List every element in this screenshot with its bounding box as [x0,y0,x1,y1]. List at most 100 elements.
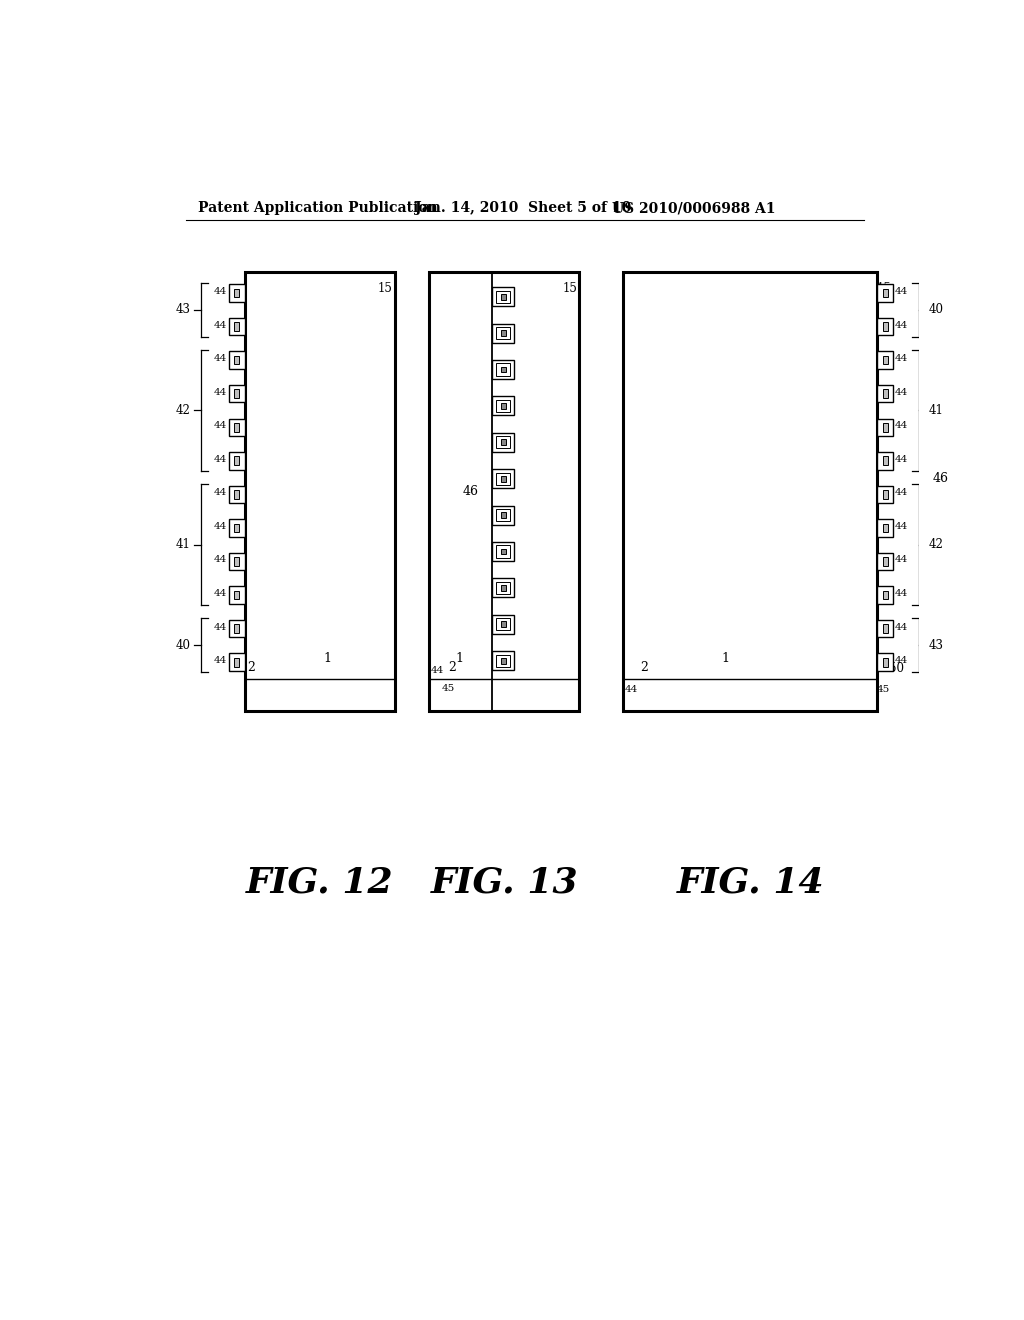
Bar [497,290,510,302]
Text: 44: 44 [895,521,908,531]
Bar [229,620,245,638]
Text: 41: 41 [176,539,190,552]
Text: 44: 44 [214,455,226,463]
Bar [234,322,240,331]
Text: 44: 44 [895,556,908,565]
Text: 44: 44 [214,589,226,598]
Text: 45: 45 [877,685,890,694]
Bar [883,590,888,599]
Bar [493,543,514,561]
Text: 44: 44 [895,321,908,330]
Bar [501,549,506,554]
Text: Patent Application Publication: Patent Application Publication [199,202,438,215]
Text: 44: 44 [214,321,226,330]
Bar [501,294,506,300]
Text: 1: 1 [456,652,463,665]
Text: 1: 1 [721,652,729,665]
Text: FIG. 13: FIG. 13 [430,865,579,899]
Bar [878,620,893,638]
Text: 43: 43 [176,304,190,317]
Bar [497,582,510,594]
Bar [878,418,893,436]
Bar [497,618,510,631]
Text: 44: 44 [895,589,908,598]
Text: 44: 44 [214,623,226,631]
Text: 44: 44 [214,656,226,665]
Bar [229,553,245,570]
Text: 44: 44 [895,455,908,463]
Bar [497,510,510,521]
Bar [493,288,514,306]
Text: 15: 15 [378,281,392,294]
Text: 41: 41 [929,404,944,417]
Bar [878,586,893,603]
Bar [493,360,514,379]
Text: US 2010/0006988 A1: US 2010/0006988 A1 [611,202,775,215]
Text: 40: 40 [929,304,944,317]
Bar [493,396,514,416]
Bar [883,490,888,499]
Bar [234,657,240,667]
Text: 2: 2 [247,660,255,673]
Bar [234,590,240,599]
Bar [229,318,245,335]
Bar [878,519,893,537]
Text: 44: 44 [430,667,443,675]
Text: 46: 46 [463,486,478,499]
Bar [501,585,506,591]
Text: 44: 44 [214,286,226,296]
Bar [245,272,394,711]
Text: 44: 44 [625,685,638,694]
Text: 44: 44 [895,421,908,430]
Bar [229,586,245,603]
Bar [229,486,245,503]
Text: 1: 1 [324,652,331,665]
Bar [229,385,245,403]
Text: 44: 44 [895,623,908,631]
Bar [229,653,245,671]
Bar [229,519,245,537]
Bar [883,289,888,297]
Text: 46: 46 [932,473,948,486]
Bar [878,318,893,335]
Bar [883,624,888,634]
Bar [501,440,506,445]
Bar [501,403,506,409]
Text: 2: 2 [447,660,456,673]
Bar [878,553,893,570]
Bar [883,557,888,566]
Bar [501,657,506,664]
Bar [878,486,893,503]
Bar [234,524,240,532]
Bar [493,469,514,488]
Bar [429,272,580,711]
Bar [234,422,240,432]
Bar [229,418,245,436]
Bar [497,400,510,412]
Text: 44: 44 [214,421,226,430]
Text: 40: 40 [176,639,190,652]
Bar [497,473,510,484]
Text: 15: 15 [562,281,578,294]
Text: FIG. 12: FIG. 12 [246,865,393,899]
Bar [497,363,510,376]
Text: 2: 2 [640,660,647,673]
Bar [229,284,245,302]
Bar [229,451,245,470]
Text: 42: 42 [176,404,190,417]
Bar [883,389,888,399]
Bar [234,490,240,499]
Bar [234,557,240,566]
Bar [878,653,893,671]
Bar [493,433,514,451]
Text: 15: 15 [877,281,891,294]
Bar [234,624,240,634]
Bar [501,330,506,337]
Bar [493,651,514,671]
Bar [878,284,893,302]
Bar [883,322,888,331]
Text: 44: 44 [214,521,226,531]
Text: 44: 44 [214,488,226,498]
Text: 44: 44 [895,488,908,498]
Bar [493,615,514,634]
